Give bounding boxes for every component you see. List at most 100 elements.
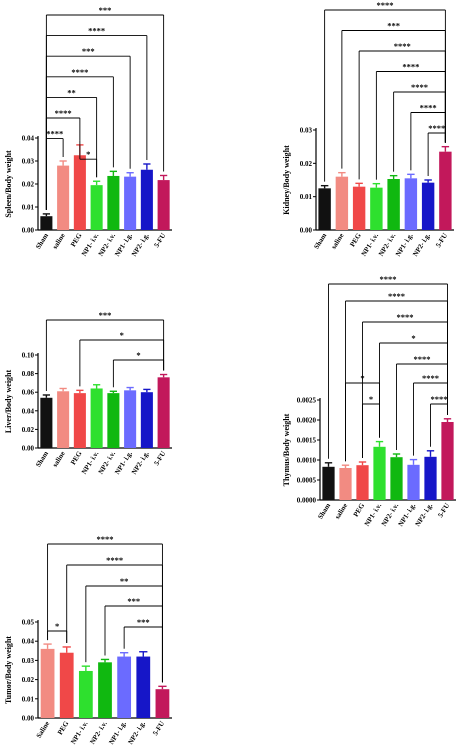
bar xyxy=(439,151,452,230)
y-tick-label: 0.10 xyxy=(22,352,35,360)
bar xyxy=(370,187,383,230)
tumor-chart: 0.00 0.01 0.02 0.03 0.04 0.05 Tumor/Body weigh… xyxy=(4,534,172,746)
x-tick-label: PEG xyxy=(348,231,363,248)
y-tick-label: 0.03 xyxy=(22,158,35,166)
significance-label: *** xyxy=(82,46,95,56)
bar xyxy=(136,656,151,718)
x-tick-label: NP2- i.g. xyxy=(126,720,147,746)
significance-label: * xyxy=(120,330,124,340)
x-tick-label: saline xyxy=(333,502,349,521)
y-axis-title: Spleen/Body weight xyxy=(4,150,13,218)
x-tick-label: NP2- i.g. xyxy=(130,450,151,476)
bar xyxy=(40,397,53,448)
y-tick-label: 0.04 xyxy=(22,407,35,415)
x-tick-label: 5-FU xyxy=(436,502,451,519)
y-tick-label: 0.0010 xyxy=(297,457,317,465)
y-tick-label: 0.04 xyxy=(22,135,35,143)
bar xyxy=(78,670,93,718)
y-axis-title: Thymus/Body weight xyxy=(282,413,291,486)
significance-label: * xyxy=(369,394,373,404)
bar xyxy=(98,662,112,718)
significance-label: **** xyxy=(46,129,63,139)
x-tick-label: saline xyxy=(330,232,346,251)
y-tick-label: 0.02 xyxy=(22,181,35,189)
y-tick-label: 0.00 xyxy=(22,715,35,723)
y-tick-label: 0.00 xyxy=(300,227,313,235)
x-tick-label: Sham xyxy=(312,232,328,251)
bar xyxy=(40,216,53,230)
x-tick-label: 5-FU xyxy=(152,450,167,467)
bar xyxy=(140,392,153,448)
significance-label: * xyxy=(55,621,59,631)
significance-label: *** xyxy=(387,21,400,31)
x-tick-label: Sham xyxy=(316,502,332,521)
x-tick-label: saline xyxy=(51,232,67,251)
y-axis-title: Tumor/Body weight xyxy=(4,636,13,704)
significance-label: *** xyxy=(99,310,112,320)
y-tick-label: 0.00 xyxy=(22,445,35,453)
y-tick-label: 0.01 xyxy=(22,695,35,703)
x-tick-label: 5-FU xyxy=(152,232,167,249)
y-tick-label: 0.0000 xyxy=(297,497,317,505)
significance-label: **** xyxy=(380,274,397,284)
significance-label: **** xyxy=(55,108,72,118)
bar xyxy=(73,393,86,448)
significance-label: * xyxy=(136,350,140,360)
bar xyxy=(356,465,369,500)
significance-label: **** xyxy=(411,82,428,92)
y-tick-label: 0.03 xyxy=(22,657,35,665)
bar xyxy=(339,468,352,500)
significance-label: *** xyxy=(99,5,112,15)
liver-chart: 0.00 0.02 0.04 0.06 0.08 0.10 Liver/Body weigh… xyxy=(4,310,172,476)
y-tick-label: 0.02 xyxy=(22,426,35,434)
bar xyxy=(407,464,420,500)
y-tick-label: 0.04 xyxy=(22,638,35,646)
bar xyxy=(40,648,55,718)
significance-label: * xyxy=(411,333,415,343)
bar xyxy=(335,176,349,230)
kidney-chart: 0.00 0.01 0.02 0.03 Kidney/Body weight Sham sa… xyxy=(282,0,454,258)
x-tick-label: 5-FU xyxy=(151,720,166,737)
bar xyxy=(157,377,170,448)
x-tick-label: PEG xyxy=(69,231,84,248)
spleen-chart: 0.00 0.01 0.02 0.03 0.04 Spleen/Body weight Sh… xyxy=(4,5,172,258)
x-tick-label: Sham xyxy=(34,232,50,251)
bar xyxy=(318,188,331,230)
significance-label: * xyxy=(360,373,364,383)
x-tick-label: NP1- i.v. xyxy=(69,720,89,746)
bar xyxy=(73,155,86,230)
x-tick-label: NP2- i.v. xyxy=(88,720,108,746)
bar xyxy=(124,176,137,230)
x-tick-label: NP1- i.g. xyxy=(107,720,128,746)
y-tick-label: 0.01 xyxy=(22,204,35,212)
x-tick-label: NP2- i.g. xyxy=(130,232,151,258)
bar xyxy=(57,391,70,448)
significance-label: **** xyxy=(422,373,439,383)
significance-label: ** xyxy=(67,87,76,97)
bar xyxy=(124,390,137,448)
y-tick-label: 0.01 xyxy=(300,193,313,201)
x-tick-label: NP2- i.g. xyxy=(414,502,435,528)
significance-label: * xyxy=(86,149,90,159)
x-tick-label: PEG xyxy=(352,501,367,518)
bar xyxy=(352,186,366,230)
significance-label: **** xyxy=(420,103,437,113)
significance-label: **** xyxy=(71,67,88,77)
y-tick-label: 0.0005 xyxy=(297,477,317,485)
bar xyxy=(441,422,454,500)
x-tick-label: saline xyxy=(51,450,67,469)
x-tick-label: 5-FU xyxy=(434,232,449,249)
y-tick-label: 0.08 xyxy=(22,370,35,378)
y-tick-label: 0.02 xyxy=(22,676,35,684)
y-tick-label: 0.00 xyxy=(22,227,35,235)
x-tick-label: Sham xyxy=(34,450,50,469)
x-tick-label: NP2- i.g. xyxy=(411,232,432,258)
x-tick-label: PEG xyxy=(69,449,84,466)
y-tick-label: 0.0015 xyxy=(297,437,317,445)
bar xyxy=(117,656,132,718)
thymus-chart: 0.0000 0.0005 0.0010 0.0015 0.0020 0.0025 Thym… xyxy=(282,274,456,528)
bar xyxy=(421,182,435,230)
bar xyxy=(322,466,335,500)
significance-label: **** xyxy=(97,534,114,544)
